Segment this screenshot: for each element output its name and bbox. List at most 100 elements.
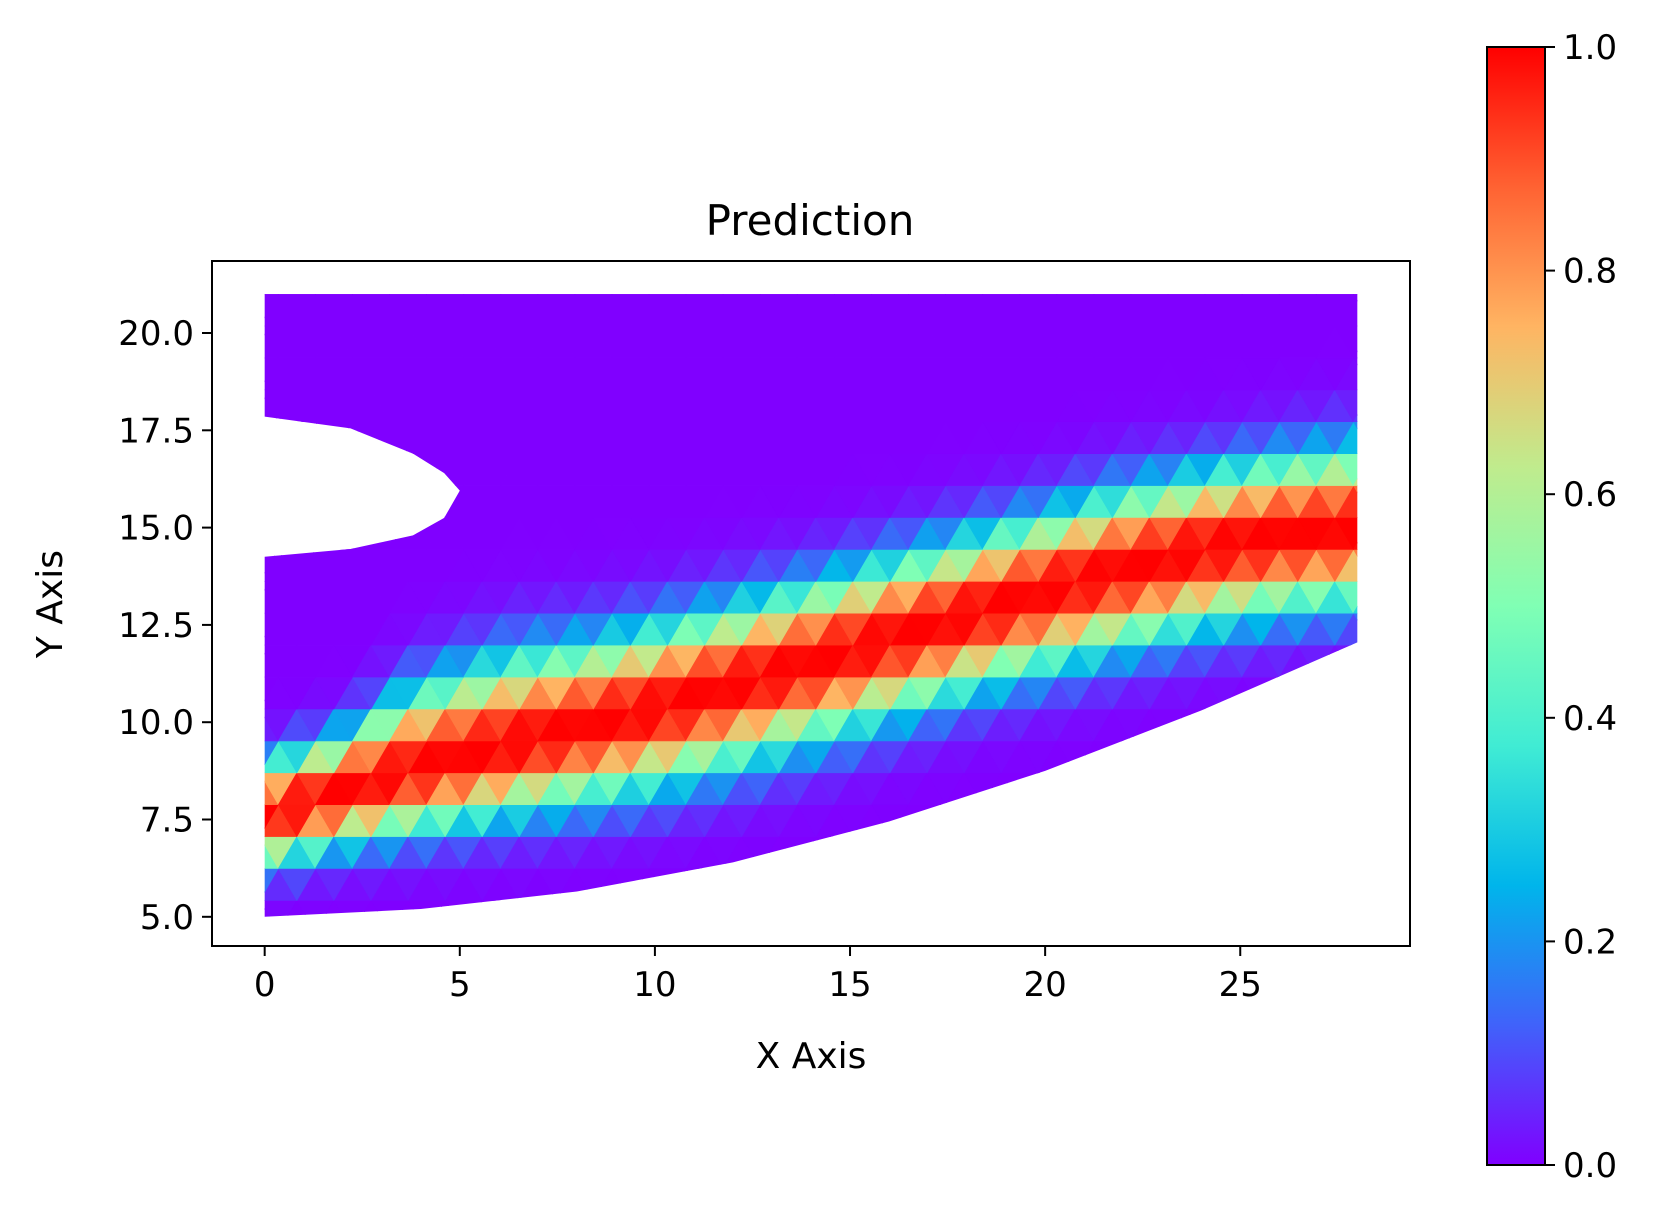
mesh-triangle	[1334, 294, 1358, 295]
mesh-triangle	[277, 453, 316, 486]
mesh-triangle	[1372, 773, 1409, 805]
mesh-triangle	[778, 294, 817, 295]
mesh-triangle	[1038, 198, 1075, 230]
mesh-triangle	[575, 230, 612, 262]
mesh-triangle	[1074, 294, 1114, 295]
colorbar-tick-label: 1.0	[1563, 28, 1617, 68]
colorbar-tick-label: 0.0	[1563, 1146, 1617, 1186]
mesh-triangle	[1315, 676, 1354, 710]
mesh-triangle	[1409, 581, 1446, 613]
mesh-triangle	[759, 899, 798, 917]
mesh-triangle	[518, 294, 557, 295]
mesh-triangle	[778, 836, 817, 870]
mesh-triangle	[649, 198, 686, 230]
mesh-triangle	[264, 517, 298, 550]
mesh-triangle	[1297, 867, 1336, 901]
mesh-triangle	[264, 453, 279, 486]
mesh-triangle	[1224, 230, 1261, 262]
mesh-triangle	[1074, 772, 1114, 806]
mesh-triangle	[370, 485, 409, 518]
mesh-triangle	[1409, 773, 1446, 805]
mesh-triangle	[1130, 836, 1169, 869]
mesh-triangle	[722, 899, 761, 917]
mesh-triangle	[1148, 740, 1188, 774]
mesh-triangle	[722, 294, 761, 295]
mesh-triangle	[759, 868, 798, 902]
mesh-triangle	[1391, 198, 1428, 230]
mesh-triangle	[982, 294, 1021, 295]
x-tick-label: 10	[633, 965, 676, 1005]
mesh-triangle	[1111, 294, 1151, 295]
mesh-triangle	[983, 230, 1020, 262]
mesh-triangle	[1111, 900, 1151, 917]
mesh-triangle	[351, 294, 391, 295]
mesh-triangle	[1428, 869, 1465, 901]
mesh-triangle	[1204, 836, 1243, 869]
mesh-triangle	[538, 230, 575, 262]
mesh-triangle	[1428, 581, 1465, 613]
mesh-triangle	[1297, 836, 1336, 870]
mesh-triangle	[1187, 198, 1224, 230]
mesh-triangle	[1001, 198, 1038, 230]
mesh-triangle	[315, 230, 352, 262]
mesh-triangle	[1446, 837, 1483, 869]
mesh-triangle	[407, 294, 446, 295]
mesh-triangle	[1297, 294, 1336, 295]
mesh-triangle	[1167, 772, 1206, 806]
mesh-triangle	[1241, 899, 1280, 917]
mesh-triangle	[518, 900, 557, 917]
mesh-triangle	[1315, 772, 1354, 806]
mesh-triangle	[1204, 708, 1243, 742]
mesh-triangle	[445, 230, 482, 262]
mesh-triangle	[1446, 422, 1483, 454]
mesh-triangle	[908, 804, 947, 838]
mesh-triangle	[1111, 740, 1151, 774]
mesh-triangle	[833, 899, 873, 917]
mesh-triangle	[1000, 294, 1039, 295]
mesh-triangle	[296, 294, 335, 295]
mesh-triangle	[1001, 230, 1038, 262]
mesh-triangle	[264, 357, 279, 391]
mesh-triangle	[1130, 740, 1169, 774]
mesh-triangle	[351, 516, 391, 550]
mesh-triangle	[277, 421, 316, 455]
mesh-triangle	[371, 230, 408, 262]
mesh-triangle	[1019, 772, 1058, 806]
mesh-triangle	[390, 230, 427, 262]
mesh-triangle	[908, 899, 947, 917]
mesh-triangle	[1372, 869, 1409, 901]
mesh-triangle	[1409, 677, 1446, 709]
mesh-triangle	[612, 230, 649, 262]
mesh-triangle	[945, 294, 984, 295]
x-axis: 0 5 10 15 20 25	[254, 946, 1262, 1005]
mesh-triangle	[1074, 804, 1114, 837]
mesh-triangle	[1000, 900, 1039, 917]
mesh-triangle	[945, 899, 984, 917]
mesh-triangle	[1428, 837, 1465, 869]
mesh-triangle	[353, 230, 390, 262]
mesh-triangle	[1428, 901, 1465, 933]
mesh-triangle	[592, 294, 632, 295]
mesh-triangle	[1372, 709, 1409, 741]
mesh-triangle	[833, 868, 873, 902]
y-tick-label: 15.0	[118, 509, 194, 549]
mesh-triangle	[1260, 836, 1299, 870]
mesh-triangle	[296, 453, 335, 487]
y-tick-label: 5.0	[140, 898, 194, 938]
mesh-triangle	[1446, 901, 1483, 933]
mesh-triangle	[1372, 262, 1409, 294]
mesh-triangle	[1352, 389, 1358, 423]
mesh-triangle	[1074, 900, 1114, 917]
mesh-triangle	[444, 294, 483, 295]
mesh-triangle	[833, 836, 873, 869]
mesh-triangle	[649, 230, 686, 262]
mesh-triangle	[500, 294, 539, 295]
mesh-triangle	[1037, 772, 1076, 806]
mesh-triangle	[1111, 836, 1151, 870]
mesh-triangle	[1111, 772, 1151, 806]
mesh-triangle	[260, 198, 297, 230]
mesh-triangle	[1224, 198, 1261, 230]
mesh-triangle	[926, 294, 965, 295]
mesh-triangle	[519, 198, 556, 230]
mesh-triangle	[1037, 294, 1076, 295]
